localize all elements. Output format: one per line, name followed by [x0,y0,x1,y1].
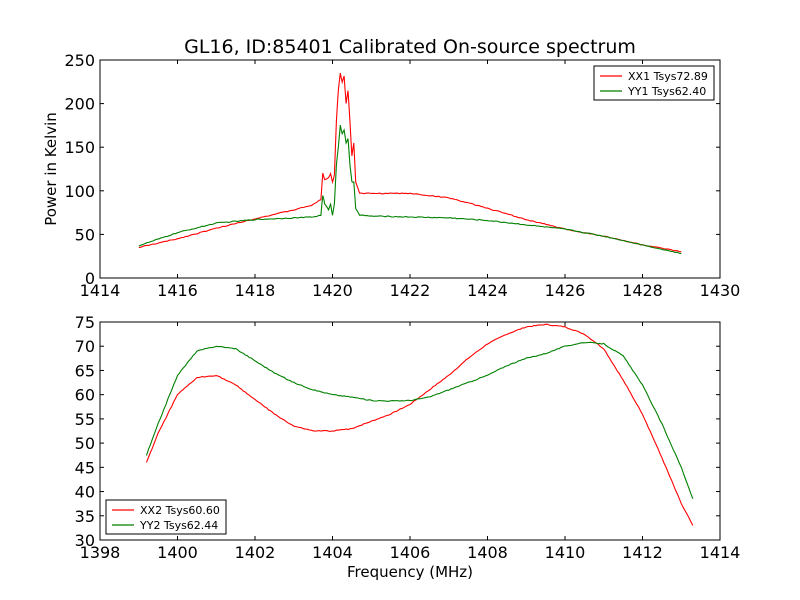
series-line-yy1 [138,124,682,255]
x-tick-label: 1410 [545,543,586,562]
y-tick-label: 250 [64,51,95,70]
x-tick-label: 1430 [700,281,741,300]
series-line-yy2 [145,341,694,500]
x-tick-label: 1404 [312,543,353,562]
x-tick-label: 1428 [622,281,663,300]
legend-box [593,65,715,101]
y-tick-label: 30 [75,531,95,550]
y-tick-label: 50 [75,225,95,244]
x-tick-label: 1418 [235,281,276,300]
y-tick-label: 50 [75,434,95,453]
x-tick-label: 1408 [467,543,508,562]
y-tick-label: 40 [75,483,95,502]
chart-title: GL16, ID:85401 Calibrated On-source spec… [184,36,636,58]
x-tick-label: 1406 [390,543,431,562]
y-tick-label: 55 [75,410,95,429]
y-tick-label: 150 [64,138,95,157]
x-tick-label: 1398 [80,543,121,562]
legend-entry: XX2 Tsys60.60 [140,504,220,517]
legend: XX1 Tsys72.89 YY1 Tsys62.40 [593,65,715,101]
x-tick-label: 1400 [157,543,198,562]
x-tick-label: 1426 [545,281,586,300]
y-tick-label: 0 [85,269,95,288]
series-line-xx2 [145,323,694,526]
x-tick-label: 1424 [467,281,508,300]
chart-panel-2: 1398 1400 1402 1404 1406 1408 1410 1412 1414 30 35… [75,313,741,581]
legend-entry: YY1 Tsys62.40 [627,85,706,98]
y-tick-label: 100 [64,182,95,201]
x-axis-label: Frequency (MHz) [347,563,473,581]
legend-entry: YY2 Tsys62.44 [139,519,218,532]
y-tick-label: 45 [75,458,95,477]
x-tick-label: 1402 [235,543,276,562]
x-tick-label: 1422 [390,281,431,300]
y-tick-label: 70 [75,337,95,356]
y-axis-label: Power in Kelvin [42,112,60,226]
legend-entry: XX1 Tsys72.89 [628,70,708,83]
x-tick-label: 1420 [312,281,353,300]
y-tick-label: 60 [75,386,95,405]
y-tick-label: 65 [75,361,95,380]
legend-box [105,499,227,535]
x-tick-label: 1414 [80,281,121,300]
y-tick-label: 75 [75,313,95,332]
y-tick-label: 200 [64,95,95,114]
x-tick-label: 1416 [157,281,198,300]
x-tick-label: 1412 [622,543,663,562]
chart-panel-1: 1414 1416 1418 1420 1422 1424 1426 1428 1430 0 50 1… [42,36,740,300]
legend: XX2 Tsys60.60 YY2 Tsys62.44 [105,499,227,535]
x-tick-label: 1414 [700,543,741,562]
y-tick-label: 35 [75,507,95,526]
